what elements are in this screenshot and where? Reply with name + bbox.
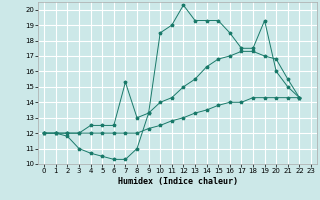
X-axis label: Humidex (Indice chaleur): Humidex (Indice chaleur): [118, 177, 238, 186]
